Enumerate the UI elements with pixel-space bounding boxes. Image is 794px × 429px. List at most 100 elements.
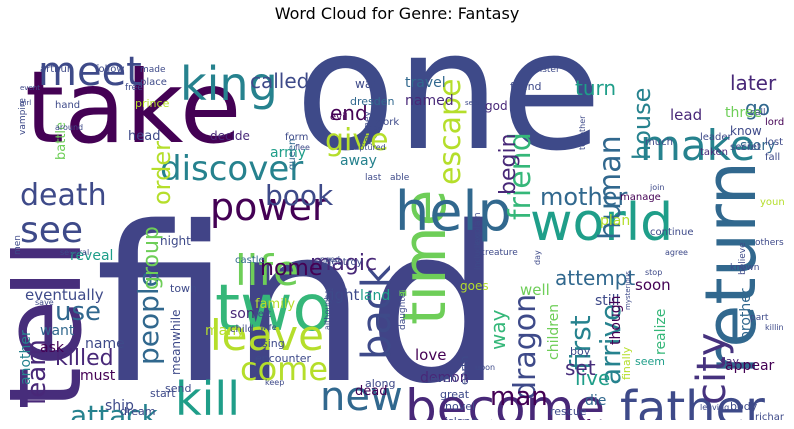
word-child: child [230,324,254,335]
word-tell: tell [10,238,106,410]
word-live: live [575,366,610,390]
word-world: world [530,193,673,253]
word-encounter: encounter [255,352,312,365]
word-flee: flee [295,143,310,152]
word-using: using [255,337,285,350]
word-lost: lost [765,137,783,148]
word-boy: boy [570,345,591,358]
word-mother: mother [540,183,627,211]
word-called: called [250,69,309,93]
word-one: one [295,30,602,187]
word-captured: captured [350,143,386,152]
word-stop: stop [645,268,662,277]
word-seem: seem [635,355,665,368]
word-begin: begin [496,133,521,195]
word-know: know [730,124,762,138]
word-dream: dream [120,405,156,418]
word-love: love [415,346,446,364]
word-dresden: dresden [350,95,395,108]
word-battle: battle [54,122,69,160]
word-believe: believe [738,242,748,275]
word-demon: demon [420,370,469,386]
word-leaving: leaving [700,403,729,412]
word-novel: novel [445,400,475,413]
word-set: set [565,356,596,380]
word-prince: prince [135,97,170,110]
word-girl: girl [20,99,31,107]
word-made: made [140,65,166,75]
word-around: around [55,123,83,132]
word-father: father [620,381,765,420]
word-god: god [485,99,508,113]
word-earth: earth [458,356,471,385]
word-secret: secret [730,142,761,153]
word-many: many [205,323,244,339]
word-ask: ask [40,340,65,356]
word-dead: dead [355,384,387,399]
word-place: place [140,77,167,88]
word-eventually: eventually [25,286,104,304]
word-head: head [128,129,160,144]
word-take: take [25,49,241,166]
word-continue: continue [650,227,693,238]
word-work: work [375,117,399,128]
word-follow: follow [95,64,125,75]
word-meet: meet [38,49,142,95]
word-named: named [405,93,454,109]
word-book: book [265,179,334,212]
word-die: die [585,393,606,409]
word-body: body [730,400,758,413]
word-turn: turn [575,76,616,100]
word-return: return [690,161,772,375]
word-group: group [139,226,164,290]
word-new: new [320,374,403,420]
word-taken: taken [700,147,728,158]
word-make: make [640,121,755,170]
word-killed: killed [55,346,114,371]
word-soon: soon [635,276,671,294]
word-although: although [323,295,332,330]
word-magic: magic [310,251,377,276]
word-night: night [160,234,191,248]
word-join: join [649,183,664,192]
word-evil: evil [330,112,348,123]
word-upon: upon [475,363,495,372]
word-way: way [486,309,510,350]
word-dragon: dragon [508,294,543,400]
word-war: war [355,77,377,91]
word-meanwhile: meanwhile [169,309,183,375]
word-realize: realize [653,309,669,355]
word-others: others [755,238,784,248]
word-say: say [720,355,739,368]
word-force: force [585,418,620,420]
word-order: order [148,141,176,205]
word-attempt: attempt [555,266,635,290]
word-rescue: rescue [550,405,587,418]
word-learn: learn [22,339,52,405]
word-escape: escape [433,79,468,185]
word-still: still [595,293,619,309]
word-fight: fight [325,286,359,304]
word-agree: agree [665,248,688,257]
word-need: need [320,255,340,264]
word-form: form [285,132,308,143]
word-vampire: vampire [18,98,28,135]
word-show: show [365,124,383,132]
word-goes: goes [460,279,489,293]
word-great: great [440,388,470,401]
word-become: become [405,379,605,420]
word-son: son [230,306,255,322]
word-able: able [390,173,410,183]
word-kill: kill [175,372,240,420]
word-back: back [354,264,400,360]
word-end: end [330,101,368,125]
word-friend: friend [503,132,538,220]
word-give: give [325,123,389,158]
word-first: first [564,315,597,370]
word-name: name [85,336,125,352]
word-house: house [628,88,656,160]
word-away: away [340,153,377,169]
word-discover: discover [160,149,303,189]
word-including: including [473,234,482,270]
word-reveal: reveal [70,248,113,264]
